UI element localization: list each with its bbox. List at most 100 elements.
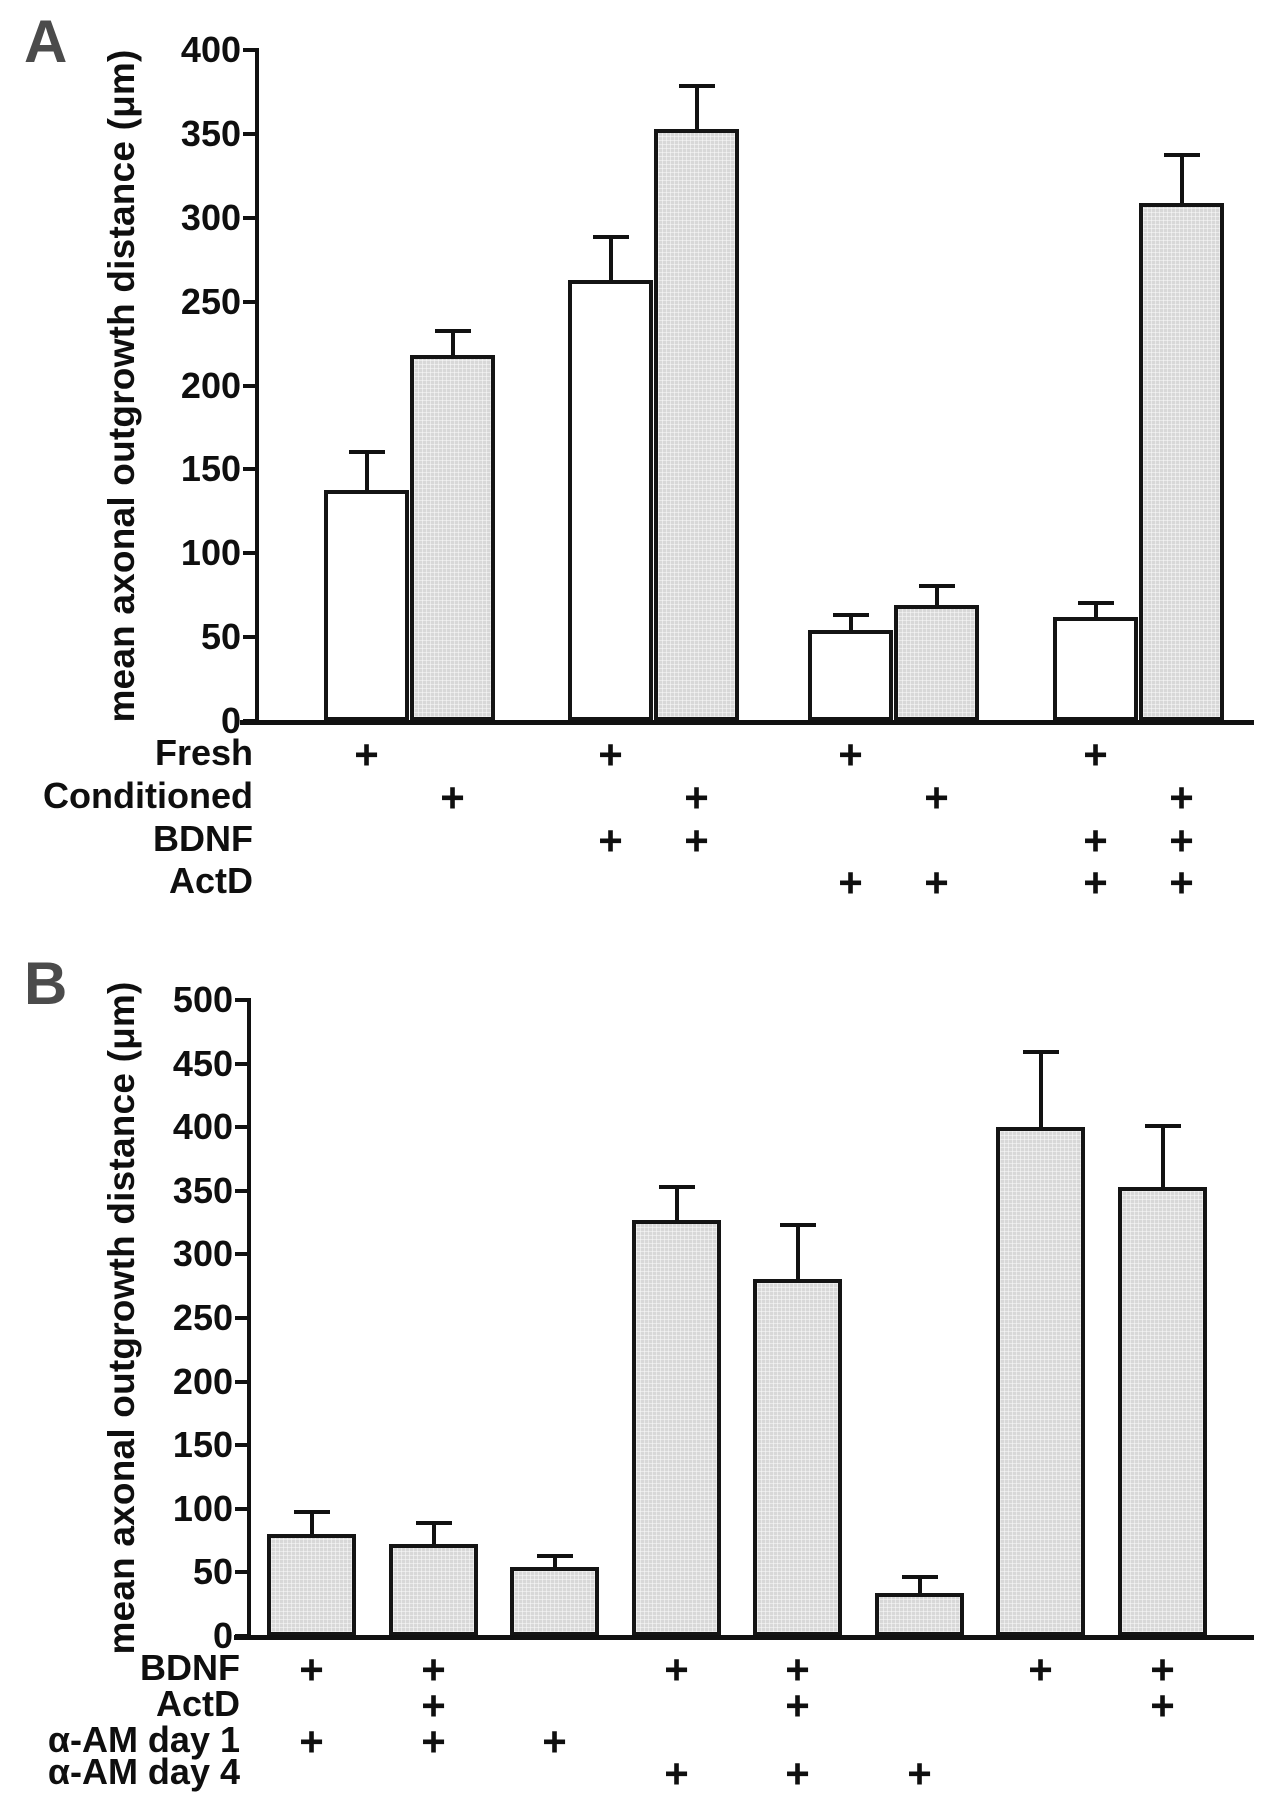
panel-b-y-tick-200 <box>235 1380 249 1384</box>
panel-b-bar-8 <box>1118 1187 1207 1636</box>
panel-letter-b: B <box>24 950 68 1017</box>
panel-b-bar-4 <box>632 1220 721 1636</box>
panel-a-y-tick-label-350: 350 <box>180 113 241 154</box>
panel-a-bar-3 <box>568 280 653 721</box>
panel-a-condition-label-2: Conditioned <box>43 775 253 816</box>
panel-a-plus-row2-bar4: + <box>684 774 709 821</box>
panel-b-error-cap-2 <box>415 1521 452 1525</box>
panel-b-condition-label-4: α-AM day 4 <box>47 1751 240 1792</box>
panel-b-bar-7 <box>996 1127 1085 1636</box>
panel-b-y-tick-label-250: 250 <box>172 1297 233 1338</box>
panel-a-y-tick-200 <box>243 384 257 388</box>
panel-a-plus-row3-bar4: + <box>684 817 709 864</box>
panel-a-bar-1 <box>324 490 409 721</box>
panel-b-y-tick-label-500: 500 <box>172 979 233 1020</box>
panel-b-plus-row1-bar8: + <box>1150 1646 1175 1693</box>
panel-b-y-tick-label-450: 450 <box>172 1043 233 1084</box>
panel-a-error-bar-7 <box>1093 602 1098 617</box>
panel-b-error-cap-4 <box>658 1185 695 1189</box>
panel-b-y-tick-100 <box>235 1507 249 1511</box>
panel-b-y-tick-label-50: 50 <box>192 1551 233 1592</box>
panel-b-condition-label-2: ActD <box>155 1683 240 1724</box>
panel-b-condition-label-3: α-AM day 1 <box>47 1719 240 1760</box>
panel-a-plus-row1-bar3: + <box>598 731 623 778</box>
panel-b-y-tick-300 <box>235 1252 249 1256</box>
panel-b-y-tick-label-400: 400 <box>172 1106 233 1147</box>
panel-b-error-bar-6 <box>917 1576 922 1593</box>
panel-a-y-tick-50 <box>243 635 257 639</box>
panel-a-y-tick-350 <box>243 132 257 136</box>
panel-a-error-bar-1 <box>364 451 369 490</box>
panel-b-plus-row4-bar5: + <box>785 1750 810 1797</box>
panel-b-plus-row3-bar1: + <box>299 1718 324 1765</box>
panel-a-y-tick-label-250: 250 <box>180 281 241 322</box>
panel-b-condition-label-1: BDNF <box>140 1647 240 1688</box>
panel-a-y-tick-300 <box>243 216 257 220</box>
panel-a-plus-row2-bar6: + <box>924 774 949 821</box>
panel-b-plus-row3-bar3: + <box>542 1718 567 1765</box>
panel-a-error-bar-2 <box>450 330 455 355</box>
panel-a-plus-row3-bar3: + <box>598 817 623 864</box>
panel-a-y-tick-label-0: 0 <box>220 700 241 741</box>
panel-b-plus-row1-bar4: + <box>664 1646 689 1693</box>
panel-a-error-cap-3 <box>592 235 629 239</box>
panel-a-plus-row4-bar6: + <box>924 859 949 906</box>
panel-a-y-tick-label-400: 400 <box>180 29 241 70</box>
panel-b-error-cap-7 <box>1022 1050 1059 1054</box>
panel-a-bar-5 <box>808 630 893 721</box>
panel-b-y-tick-250 <box>235 1316 249 1320</box>
panel-a-plus-row1-bar1: + <box>354 731 379 778</box>
panel-b-plus-row3-bar2: + <box>421 1718 446 1765</box>
panel-b-plus-row4-bar6: + <box>907 1750 932 1797</box>
panel-a-error-bar-8 <box>1179 154 1184 203</box>
panel-b-error-bar-7 <box>1038 1051 1043 1127</box>
panel-b-plus-row2-bar5: + <box>785 1682 810 1729</box>
panel-a-y-tick-400 <box>243 48 257 52</box>
panel-a-y-tick-100 <box>243 551 257 555</box>
panel-a-error-cap-6 <box>918 584 955 588</box>
panel-b-y-tick-label-150: 150 <box>172 1424 233 1465</box>
panel-a-error-cap-7 <box>1077 601 1114 605</box>
panel-a-bar-7 <box>1053 617 1138 721</box>
panel-a-condition-label-4: ActD <box>168 860 253 901</box>
panel-a-error-bar-6 <box>934 585 939 605</box>
panel-b-x-axis-line <box>234 1635 1254 1640</box>
panel-a-error-bar-3 <box>608 236 613 280</box>
panel-a-y-tick-label-300: 300 <box>180 197 241 238</box>
panel-a-error-cap-5 <box>832 613 869 617</box>
panel-a-error-bar-4 <box>694 85 699 129</box>
panel-a-error-cap-1 <box>348 450 385 454</box>
panel-b-bar-2 <box>389 1544 478 1636</box>
panel-a-x-axis-line <box>240 720 1254 725</box>
panel-b-plus-row1-bar5: + <box>785 1646 810 1693</box>
panel-b-error-bar-8 <box>1160 1125 1165 1187</box>
panel-b-error-bar-5 <box>795 1224 800 1279</box>
panel-b-y-tick-150 <box>235 1443 249 1447</box>
panel-a-y-tick-250 <box>243 300 257 304</box>
panel-b-y-tick-label-100: 100 <box>172 1488 233 1529</box>
panel-a-error-cap-2 <box>434 329 471 333</box>
panel-a-plus-row2-bar2: + <box>440 774 465 821</box>
panel-b-plus-row1-bar7: + <box>1028 1646 1053 1693</box>
panel-b-bar-5 <box>753 1279 842 1636</box>
panel-a-plus-row4-bar8: + <box>1169 859 1194 906</box>
panel-b-y-tick-400 <box>235 1125 249 1129</box>
panel-a-plus-row3-bar8: + <box>1169 817 1194 864</box>
panel-b-bar-1 <box>267 1534 356 1636</box>
panel-a-plus-row4-bar5: + <box>838 859 863 906</box>
panel-a-plus-row4-bar7: + <box>1083 859 1108 906</box>
panel-a-y-tick-150 <box>243 467 257 471</box>
panel-a-plus-row2-bar8: + <box>1169 774 1194 821</box>
panel-b-bar-6 <box>875 1593 964 1636</box>
panel-a-bar-2 <box>410 355 495 721</box>
panel-b-y-tick-label-350: 350 <box>172 1170 233 1211</box>
panel-a-y-tick-label-150: 150 <box>180 448 241 489</box>
panel-b-error-cap-8 <box>1144 1124 1181 1128</box>
panel-b-plus-row1-bar2: + <box>421 1646 446 1693</box>
panel-b-plus-row1-bar1: + <box>299 1646 324 1693</box>
panel-b-plus-row2-bar8: + <box>1150 1682 1175 1729</box>
panel-b-y-axis-line <box>247 998 251 1636</box>
panel-a-condition-label-1: Fresh <box>154 732 253 773</box>
panel-b-error-bar-3 <box>552 1555 557 1567</box>
